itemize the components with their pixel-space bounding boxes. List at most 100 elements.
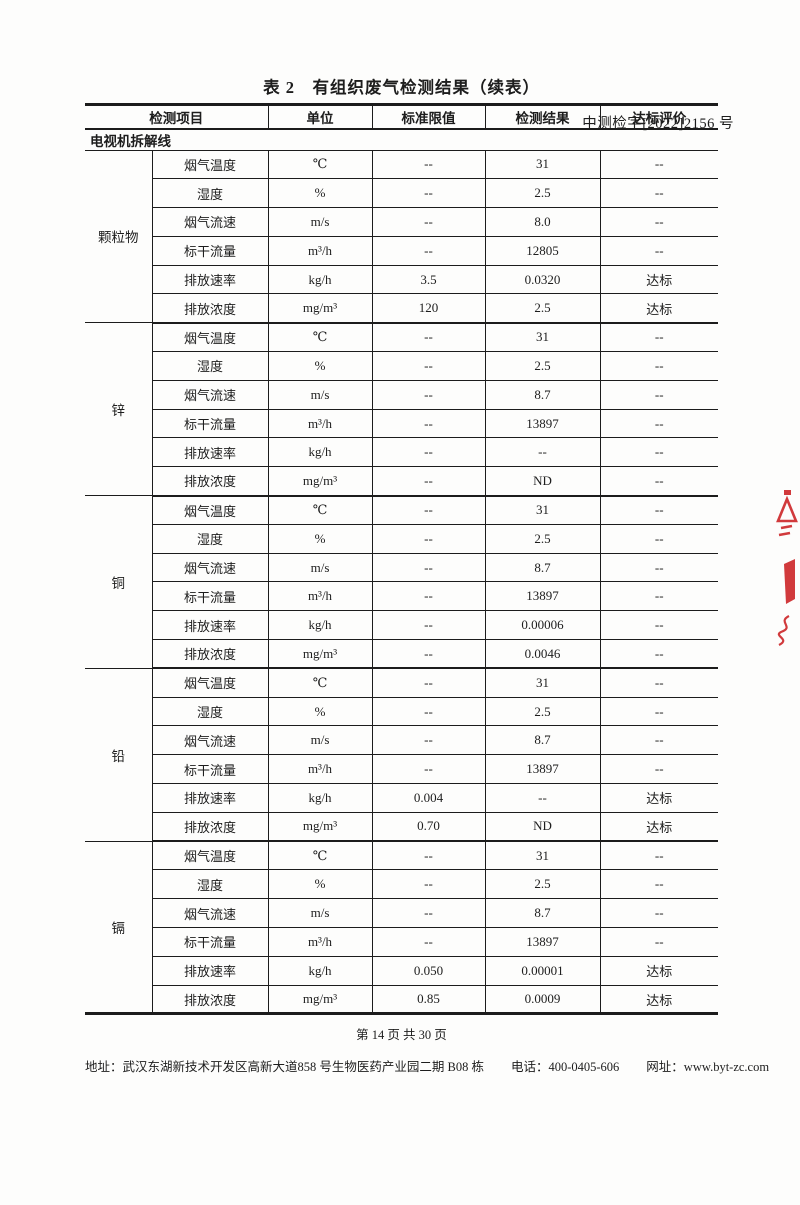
- unit-cell: mg/m³: [267, 985, 372, 1015]
- unit-cell: ℃: [267, 841, 372, 871]
- param-cell: 烟气流速: [151, 898, 268, 929]
- result-cell: 31: [484, 841, 600, 871]
- table-row: 湿度% -- 2.5 --: [85, 178, 718, 209]
- param-cell: 烟气温度: [151, 495, 268, 525]
- result-cell: 8.7: [484, 725, 600, 756]
- doc-number: 中测检字[2022]2156 号: [582, 116, 734, 132]
- table-row: 排放速率 kg/h -- -- --: [85, 437, 718, 468]
- result-cell: 0.0009: [484, 985, 600, 1015]
- group-name-cell: 铜: [85, 495, 152, 669]
- table-row: 锌烟气温度 ℃ -- 31 --: [85, 322, 718, 497]
- table-row: 湿度% -- 2.5 --: [85, 869, 718, 900]
- unit-cell: %: [267, 697, 372, 727]
- table-row: 铅烟气温度 ℃ -- 31 --: [85, 668, 718, 842]
- limit-cell: --: [371, 668, 485, 698]
- unit-cell: m³/h: [267, 927, 372, 957]
- table-row: 标干流量 m³/h -- 13897 --: [85, 581, 718, 612]
- evaluation-cell: --: [599, 668, 718, 698]
- evaluation-cell: --: [599, 380, 718, 410]
- evaluation-cell: --: [599, 553, 718, 583]
- unit-cell: %: [267, 178, 372, 209]
- limit-cell: --: [371, 437, 485, 468]
- evaluation-cell: --: [599, 178, 718, 209]
- table-row: 烟气流速 m/s -- 8.7 --: [85, 380, 718, 410]
- evaluation-cell: --: [599, 697, 718, 727]
- unit-cell: ℃: [267, 150, 372, 180]
- unit-cell: %: [267, 351, 372, 381]
- phone-text: 电话：400-0405-606: [510, 1060, 620, 1075]
- evaluation-cell: 达标: [599, 265, 718, 295]
- evaluation-cell: --: [599, 927, 718, 957]
- result-cell: --: [484, 437, 600, 468]
- unit-cell: m/s: [267, 725, 372, 756]
- unit-cell: m³/h: [267, 754, 372, 785]
- limit-cell: --: [371, 207, 485, 237]
- column-header-evaluation: 达标评价: [599, 104, 718, 130]
- evaluation-cell: 达标: [599, 956, 718, 986]
- result-cell: 2.5: [484, 178, 600, 209]
- result-cell: ND: [484, 812, 600, 843]
- param-cell: 烟气温度: [151, 841, 268, 871]
- evaluation-cell: --: [599, 495, 718, 525]
- param-cell: 排放浓度: [151, 812, 268, 843]
- limit-cell: 0.004: [371, 783, 485, 813]
- evaluation-cell: --: [599, 409, 718, 439]
- result-cell: 8.7: [484, 553, 600, 583]
- evaluation-cell: --: [599, 322, 718, 353]
- evaluation-cell: --: [599, 351, 718, 381]
- unit-cell: mg/m³: [267, 639, 372, 670]
- evaluation-cell: --: [599, 207, 718, 237]
- table-row: 烟气流速 m/s -- 8.0 --: [85, 207, 718, 237]
- section-row: 电视机拆解线: [85, 128, 718, 151]
- table-row: 排放浓度 mg/m³ -- 0.0046 --: [85, 639, 718, 670]
- limit-cell: 3.5: [371, 265, 485, 295]
- param-cell: 烟气温度: [151, 668, 268, 698]
- param-cell: 排放速率: [151, 265, 268, 295]
- evaluation-cell: --: [599, 610, 718, 641]
- param-cell: 排放浓度: [151, 466, 268, 497]
- table-header: 检测项目 单位 标准限值 检测结果 达标评价 电视机拆解线: [85, 104, 718, 151]
- unit-cell: m/s: [267, 207, 372, 237]
- limit-cell: --: [371, 725, 485, 756]
- limit-cell: --: [371, 178, 485, 209]
- unit-cell: m/s: [267, 553, 372, 583]
- address-text: 地址：武汉东湖新技术开发区高新大道858 号生物医药产业园二期 B08 栋: [85, 1060, 484, 1075]
- result-cell: 13897: [484, 754, 600, 785]
- evaluation-cell: --: [599, 150, 718, 180]
- column-header-limit: 标准限值: [371, 104, 485, 130]
- result-cell: 2.5: [484, 293, 600, 324]
- result-cell: 2.5: [484, 351, 600, 381]
- unit-cell: m³/h: [267, 236, 372, 266]
- column-header-result: 检测结果: [484, 104, 600, 130]
- result-cell: 0.00006: [484, 610, 600, 641]
- param-cell: 湿度: [151, 869, 268, 900]
- param-cell: 标干流量: [151, 927, 268, 957]
- param-cell: 烟气温度: [151, 322, 268, 353]
- table-row: 颗粒物 烟气温度 ℃ -- 31 --: [85, 150, 718, 324]
- limit-cell: --: [371, 380, 485, 410]
- table-row: 标干流量 m³/h -- 13897 --: [85, 409, 718, 439]
- limit-cell: --: [371, 322, 485, 353]
- evaluation-cell: --: [599, 524, 718, 554]
- table-row: 湿度% -- 2.5 --: [85, 697, 718, 727]
- table-row: 排放速率 kg/h 3.5 0.0320 达标: [85, 265, 718, 295]
- page-title: 表 2 有组织废气检测结果（续表）: [263, 78, 540, 97]
- limit-cell: --: [371, 610, 485, 641]
- limit-cell: --: [371, 754, 485, 785]
- result-cell: 2.5: [484, 524, 600, 554]
- unit-cell: %: [267, 869, 372, 900]
- result-cell: ND: [484, 466, 600, 497]
- table-row: 湿度% -- 2.5 --: [85, 351, 718, 381]
- group-name-cell: 镉: [85, 841, 152, 1015]
- unit-cell: mg/m³: [267, 812, 372, 843]
- group-name-cell: 铅: [85, 668, 152, 842]
- limit-cell: 0.85: [371, 985, 485, 1015]
- limit-cell: --: [371, 351, 485, 381]
- evaluation-cell: 达标: [599, 783, 718, 813]
- param-cell: 标干流量: [151, 581, 268, 612]
- table-body: 颗粒物 烟气温度 ℃ -- 31 -- 湿度% -- 2.5 -- 烟气流速 m/s -- 8.0 -- 标干…: [85, 150, 718, 1015]
- result-cell: 8.0: [484, 207, 600, 237]
- unit-cell: mg/m³: [267, 293, 372, 324]
- website-text: 网址：www.byt-zc.com: [646, 1060, 770, 1075]
- table-row: 烟气流速 m/s -- 8.7 --: [85, 553, 718, 583]
